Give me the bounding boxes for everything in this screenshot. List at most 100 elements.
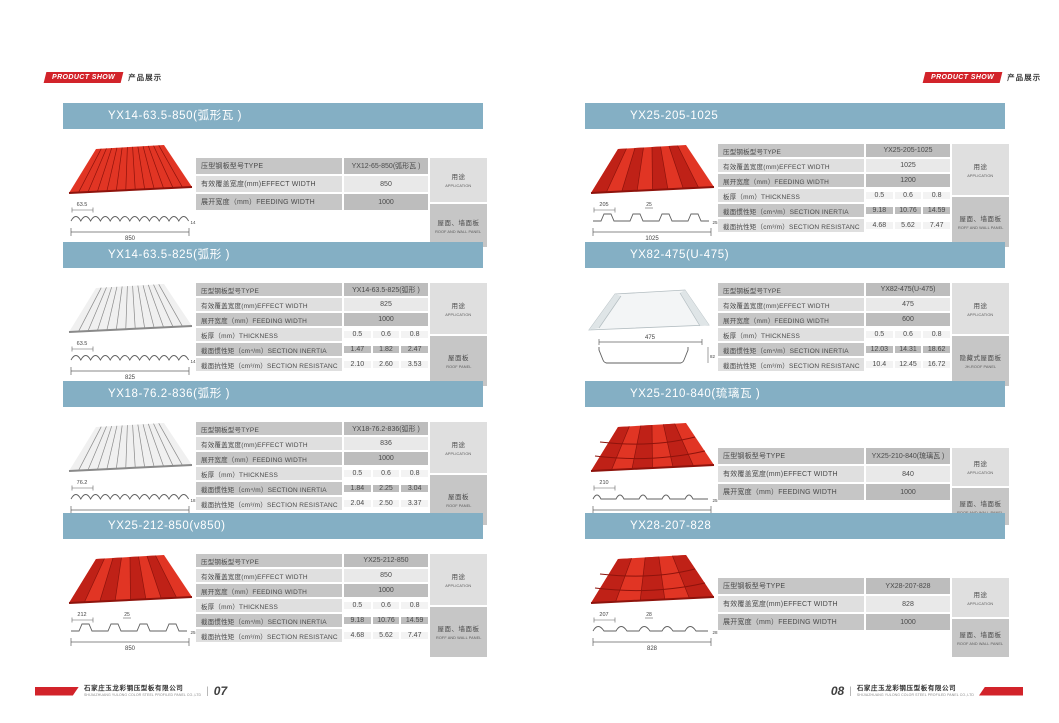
application-usage: 屋面、墙面板 ROFF AND WALL PANEL — [952, 196, 1009, 247]
spec-value: 0.5 — [866, 331, 893, 338]
spec-row-label: 有效覆盖宽度(mm)EFFECT WIDTH — [718, 298, 864, 311]
spec-row-label: 截面惯性矩（cm⁴/m）SECTION INERTIA — [196, 482, 342, 495]
spec-row-values: 1.84 2.25 3.04 — [344, 482, 428, 495]
spec-value: 16.72 — [923, 361, 950, 368]
application-header: 用途 APPLICATION — [952, 144, 1009, 195]
spec-row-label: 截面抗性矩（cm³/m）SECTION RESISTANC — [718, 219, 864, 232]
spec-value: 0.8 — [401, 331, 428, 338]
dim-height: 14 — [191, 359, 197, 364]
page-number: 08 — [830, 684, 845, 698]
spec-value: 0.5 — [344, 331, 371, 338]
spec-rows: 压型钢板型号TYPE YX28-207-828 有效覆盖宽度(mm)EFFECT W… — [718, 578, 950, 657]
spec-value: 7.47 — [923, 222, 950, 229]
footer-divider: | — [206, 685, 209, 697]
spec-value: YX25-205-1025 — [866, 144, 950, 157]
application-label-en: APPLICATION — [445, 451, 472, 456]
application-label-cn: 用途 — [973, 163, 988, 171]
spec-row-label: 有效覆盖宽度(mm)EFFECT WIDTH — [718, 466, 864, 482]
spec-row-label: 压型钢板型号TYPE — [196, 554, 342, 567]
spec-rows: 压型钢板型号TYPE YX25-212-850 有效覆盖宽度(mm)EFFECT W… — [196, 554, 428, 657]
spec-table: 压型钢板型号TYPE YX25-212-850 有效覆盖宽度(mm)EFFECT W… — [196, 554, 487, 657]
spec-value: 2.50 — [372, 500, 400, 507]
footer-right: 08 | 石家庄玉龙彩钢压型板有限公司 SHIJIAZHUANG YULONG … — [831, 684, 1023, 698]
spec-row-label: 板厚（mm）THICKNESS — [196, 328, 342, 341]
product-section: YX25-212-850(v850) 212 25 850 25 压型钢板型号TYPE… — [63, 513, 487, 657]
company-name-en: SHIJIAZHUANG YULONG COLOR STEEL PROFILED… — [84, 692, 202, 697]
spec-value: 0.8 — [923, 192, 950, 199]
dim-small: 76.2 — [77, 480, 88, 486]
product-section: YX14-63.5-825(弧形 ) 63.5 825 14 压型钢板型号TYPE Y… — [63, 242, 487, 386]
spec-row-label: 展开宽度（mm）FEEDING WIDTH — [196, 194, 342, 210]
application-label-en: APPLICATION — [967, 601, 994, 606]
usage-en: ROOF PANEL — [445, 503, 472, 508]
spec-value: 1200 — [866, 174, 950, 187]
badge-label-cn: 产品展示 — [128, 73, 163, 82]
spec-row-label: 有效覆盖宽度(mm)EFFECT WIDTH — [196, 298, 342, 311]
application-header: 用途 APPLICATION — [952, 448, 1009, 486]
spec-value: 825 — [344, 298, 428, 311]
spec-row-label: 截面惯性矩（cm⁴/m）SECTION INERTIA — [196, 343, 342, 356]
spec-value: 0.6 — [894, 192, 922, 199]
section-title: YX82-475(U-475) — [585, 242, 1005, 268]
spec-row-values: 1.47 1.82 2.47 — [344, 343, 428, 356]
section-title: YX25-205-1025 — [585, 103, 1005, 129]
panel-drawing: 63.5 850 14 — [68, 145, 196, 242]
spec-row-label: 展开宽度（mm）FEEDING WIDTH — [196, 452, 342, 465]
panel-figure: 205 25 1025 25 — [585, 142, 718, 247]
panel-figure: 76.2 83618 — [63, 420, 196, 525]
spec-value: 0.6 — [894, 331, 922, 338]
dim-height: 82 — [710, 354, 716, 359]
spec-value: 10.76 — [372, 617, 400, 624]
application-label-cn: 用途 — [451, 573, 466, 581]
application-usage: 屋面板 ROOF PANEL — [430, 335, 487, 386]
spec-value: 475 — [866, 298, 950, 311]
dim-total: 850 — [125, 236, 136, 242]
footer-red-shape — [979, 686, 1023, 696]
product-section: YX25-210-840(琉璃瓦 ) 210 84025压型钢板型号TYPEYX… — [585, 381, 1009, 525]
spec-value: 14.31 — [894, 346, 922, 353]
spec-table: 压型钢板型号TYPE YX82-475(U-475) 有效覆盖宽度(mm)EFFEC… — [718, 283, 1009, 386]
spec-row-values: 0.5 0.6 0.8 — [344, 467, 428, 480]
spec-row-values: 9.18 10.76 14.59 — [344, 614, 428, 627]
spec-value: 1000 — [866, 614, 950, 630]
spec-row-label: 板厚（mm）THICKNESS — [196, 467, 342, 480]
spec-value: 0.8 — [923, 331, 950, 338]
spec-value: 1000 — [344, 313, 428, 326]
product-show-badge-left: PRODUCT SHOW 产品展示 — [43, 71, 163, 84]
product-section: YX28-207-828 207 28 828 28 压型钢板型号TYPE YX28-2… — [585, 513, 1009, 657]
spec-row-values: 0.5 0.6 0.8 — [866, 189, 950, 202]
spec-row-label: 有效覆盖宽度(mm)EFFECT WIDTH — [196, 437, 342, 450]
spec-value: 1000 — [344, 584, 428, 597]
application-header: 用途 APPLICATION — [430, 283, 487, 334]
section-title: YX14-63.5-825(弧形 ) — [63, 242, 483, 268]
spec-row-label: 有效覆盖宽度(mm)EFFECT WIDTH — [718, 159, 864, 172]
application-header: 用途 APPLICATION — [430, 158, 487, 202]
dim-mid: 28 — [646, 612, 652, 618]
spec-value: 9.18 — [866, 207, 893, 214]
product-section: YX14-63.5-850(弧形瓦 ) 63.5 850 14 压型钢板型号TYPE… — [63, 103, 487, 247]
application-column: 用途 APPLICATION 屋面板 ROOF PANEL — [430, 283, 487, 386]
application-usage: 隐藏式屋面板 JH-ROOF PANEL — [952, 335, 1009, 386]
badge-label-cn: 产品展示 — [1007, 73, 1042, 82]
spec-row-label: 压型钢板型号TYPE — [196, 422, 342, 435]
spec-value: 1.84 — [344, 485, 371, 492]
spec-row-values: 4.68 5.62 7.47 — [344, 629, 428, 642]
spec-row-values: 10.4 12.45 16.72 — [866, 358, 950, 371]
dim-height: 25 — [713, 498, 719, 503]
spec-value: 0.8 — [401, 602, 428, 609]
panel-drawing: 210 84025 — [590, 423, 719, 520]
spec-value: 14.59 — [923, 207, 950, 214]
panel-figure: 207 28 828 28 — [585, 552, 718, 657]
usage-en: JH-ROOF PANEL — [964, 364, 997, 369]
spec-value: 840 — [866, 466, 950, 482]
application-label-cn: 用途 — [451, 441, 466, 449]
spec-value: 12.45 — [894, 361, 922, 368]
spec-value: 1000 — [866, 484, 950, 500]
application-label-en: APPLICATION — [967, 312, 994, 317]
spec-row-label: 截面惯性矩（cm⁴/m）SECTION INERTIA — [196, 614, 342, 627]
dim-total: 825 — [125, 375, 136, 381]
panel-drawing: 63.5 825 14 — [68, 284, 197, 381]
application-usage: 屋面、墙面板 ROOF AND WALL PANEL — [430, 203, 487, 247]
dim-height: 25 — [191, 630, 197, 635]
